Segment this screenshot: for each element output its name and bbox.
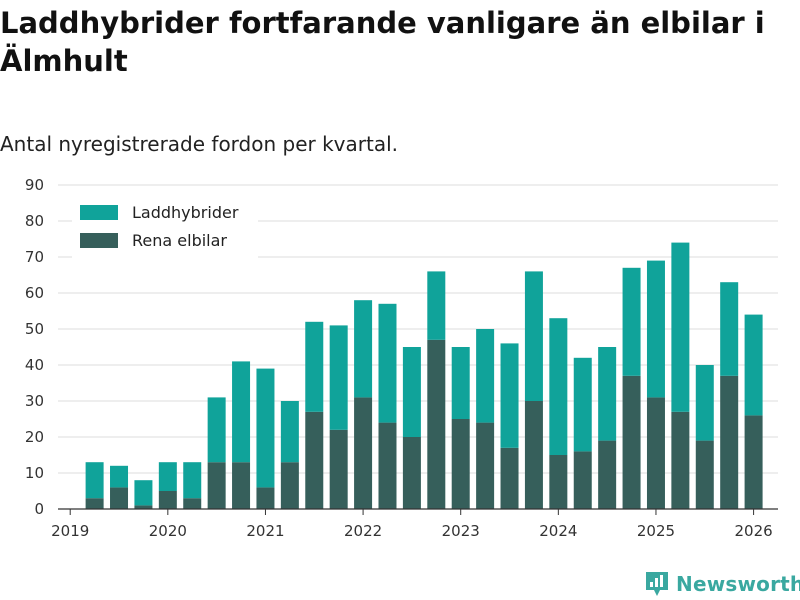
bar-laddhybrider <box>329 325 348 430</box>
bar-laddhybrider <box>671 242 690 412</box>
bar-laddhybrider <box>207 397 226 463</box>
y-tick-label: 60 <box>25 284 44 302</box>
chart-subtitle: Antal nyregistrerade fordon per kvartal. <box>0 132 399 156</box>
bar-laddhybrider <box>183 462 202 499</box>
bar-laddhybrider <box>476 329 495 423</box>
bar-laddhybrider <box>549 318 568 455</box>
bar-rena-elbilar <box>134 505 153 509</box>
bar-laddhybrider <box>744 314 763 416</box>
bar-rena-elbilar <box>476 422 495 509</box>
bar-laddhybrider <box>305 321 324 412</box>
bar-laddhybrider <box>573 357 592 452</box>
x-tick-label: 2024 <box>539 522 577 540</box>
brand-name: Newsworthy <box>676 572 800 596</box>
bar-rena-elbilar <box>695 440 714 509</box>
bar-rena-elbilar <box>110 487 129 509</box>
bar-rena-elbilar <box>378 422 397 509</box>
bar-laddhybrider <box>524 271 543 401</box>
bar-rena-elbilar <box>622 375 641 509</box>
bar-laddhybrider <box>720 282 739 376</box>
legend-label-ev: Rena elbilar <box>132 231 227 250</box>
y-tick-label: 70 <box>25 248 44 266</box>
bar-laddhybrider <box>598 347 617 441</box>
y-tick-label: 90 <box>25 176 44 194</box>
x-tick-label: 2025 <box>637 522 675 540</box>
brand-logo: Newsworthy <box>644 568 800 600</box>
bar-laddhybrider <box>378 303 397 423</box>
bar-rena-elbilar <box>744 415 763 509</box>
bar-laddhybrider <box>256 368 275 488</box>
bar-rena-elbilar <box>256 487 275 509</box>
bar-rena-elbilar <box>280 462 299 509</box>
bar-rena-elbilar <box>500 447 519 509</box>
bar-rena-elbilar <box>720 375 739 509</box>
x-tick-label: 2019 <box>51 522 89 540</box>
bar-laddhybrider <box>695 365 714 441</box>
bar-rena-elbilar <box>427 339 446 509</box>
legend-swatch-phev <box>80 205 118 220</box>
bar-laddhybrider <box>646 260 665 398</box>
bar-laddhybrider <box>110 465 129 488</box>
bar-rena-elbilar <box>573 451 592 509</box>
x-tick-label: 2026 <box>734 522 772 540</box>
y-tick-label: 50 <box>25 320 44 338</box>
bar-laddhybrider <box>158 462 177 491</box>
y-tick-label: 20 <box>25 428 44 446</box>
x-tick-label: 2023 <box>442 522 480 540</box>
x-tick-label: 2021 <box>246 522 284 540</box>
bar-rena-elbilar <box>158 491 177 509</box>
y-tick-label: 40 <box>25 356 44 374</box>
x-tick-label: 2022 <box>344 522 382 540</box>
bar-rena-elbilar <box>451 419 470 509</box>
bar-laddhybrider <box>500 343 519 448</box>
bars <box>85 242 763 509</box>
bar-rena-elbilar <box>207 462 226 509</box>
bar-laddhybrider <box>402 347 421 437</box>
bar-laddhybrider <box>134 480 153 506</box>
bar-laddhybrider <box>280 401 299 463</box>
y-tick-label: 10 <box>25 464 44 482</box>
axes: 0 10 20 30 40 50 60 70 80 90 2019 2020 2021 2022 2023 2… <box>25 176 778 540</box>
bar-rena-elbilar <box>402 437 421 509</box>
legend-label-phev: Laddhybrider <box>132 203 239 222</box>
bar-rena-elbilar <box>598 440 617 509</box>
bar-rena-elbilar <box>524 401 543 509</box>
bar-laddhybrider <box>427 271 446 340</box>
bar-rena-elbilar <box>232 462 251 509</box>
y-tick-label: 80 <box>25 212 44 230</box>
legend-swatch-ev <box>80 233 118 248</box>
bar-rena-elbilar <box>85 498 104 509</box>
bar-rena-elbilar <box>354 397 373 509</box>
chart-title: Laddhybrider fortfarande vanligare än el… <box>0 6 765 78</box>
bar-rena-elbilar <box>671 411 690 509</box>
bar-rena-elbilar <box>183 498 202 509</box>
bar-rena-elbilar <box>549 455 568 509</box>
bar-laddhybrider <box>451 347 470 419</box>
bar-laddhybrider <box>232 361 251 463</box>
bar-laddhybrider <box>85 462 104 499</box>
x-tick-label: 2020 <box>149 522 187 540</box>
bar-rena-elbilar <box>329 429 348 509</box>
bar-rena-elbilar <box>646 397 665 509</box>
y-tick-label: 30 <box>25 392 44 410</box>
bar-laddhybrider <box>354 300 373 398</box>
legend: Laddhybrider Rena elbilar <box>72 196 258 260</box>
bar-laddhybrider <box>622 267 641 376</box>
bar-rena-elbilar <box>305 411 324 509</box>
newsworthy-logo-icon <box>646 572 668 596</box>
y-tick-label: 0 <box>34 500 44 518</box>
